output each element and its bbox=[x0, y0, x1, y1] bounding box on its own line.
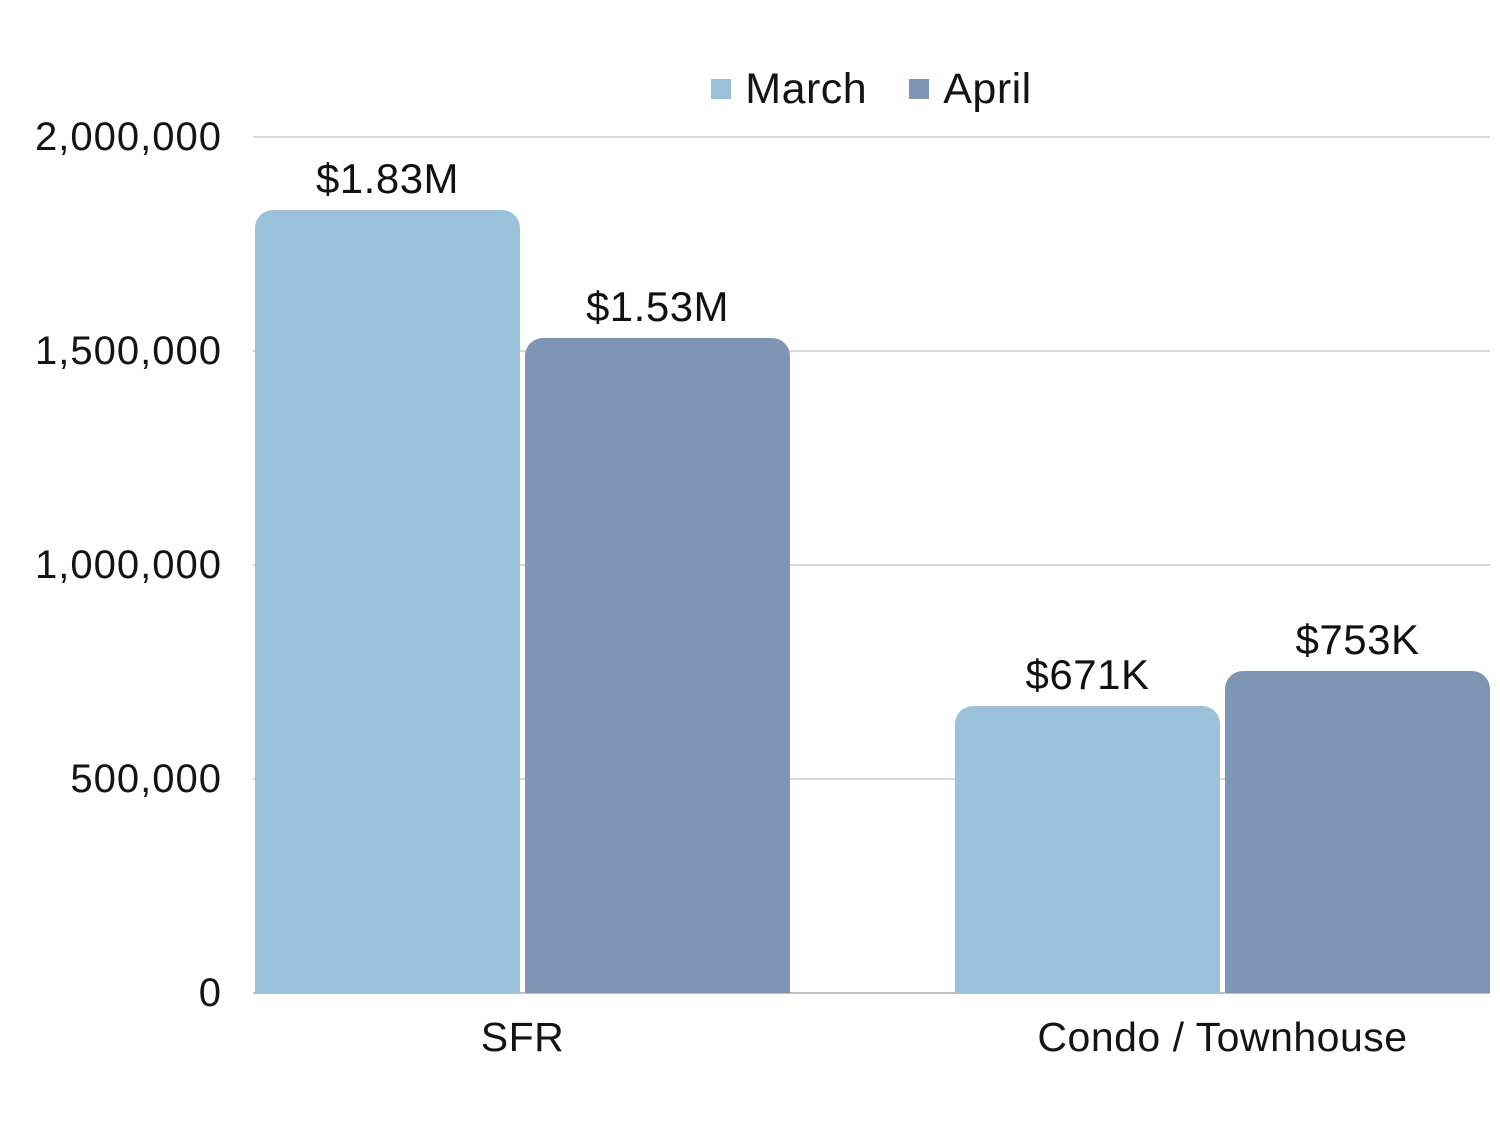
chart-legend: March April bbox=[253, 62, 1490, 116]
legend-label: April bbox=[943, 65, 1032, 113]
x-axis-baseline bbox=[253, 992, 1490, 994]
bar-value-label-april-condo-townhouse: $753K bbox=[1295, 615, 1420, 663]
bar-value-label-march-sfr: $1.83M bbox=[315, 154, 460, 202]
bar-april-condo-townhouse bbox=[1225, 670, 1490, 993]
legend-item-march: March bbox=[711, 62, 867, 116]
y-axis-tick-label: 1,000,000 bbox=[35, 543, 222, 587]
y-axis-tick-label: 2,000,000 bbox=[35, 115, 222, 159]
bar-value-label-march-condo-townhouse: $671K bbox=[1025, 650, 1150, 698]
bar-value-label-april-sfr: $1.53M bbox=[585, 283, 730, 331]
legend-swatch-icon bbox=[711, 79, 732, 99]
legend-item-april: April bbox=[909, 62, 1032, 116]
gridline bbox=[253, 350, 1490, 352]
x-axis-label-sfr: SFR bbox=[480, 1014, 565, 1060]
bar-april-sfr bbox=[525, 338, 790, 993]
gridline bbox=[253, 564, 1490, 566]
bar-march-condo-townhouse bbox=[955, 705, 1220, 993]
bar-march-sfr bbox=[255, 209, 520, 993]
y-axis-tick-label: 0 bbox=[198, 971, 222, 1015]
x-axis-label-condo-townhouse: Condo / Townhouse bbox=[1037, 1014, 1408, 1060]
legend-swatch-icon bbox=[909, 79, 930, 99]
legend-label: March bbox=[745, 65, 868, 113]
gridline bbox=[253, 778, 1490, 780]
gridline bbox=[253, 136, 1490, 138]
y-axis-tick-label: 1,500,000 bbox=[35, 329, 222, 373]
y-axis-tick-label: 500,000 bbox=[70, 757, 222, 801]
